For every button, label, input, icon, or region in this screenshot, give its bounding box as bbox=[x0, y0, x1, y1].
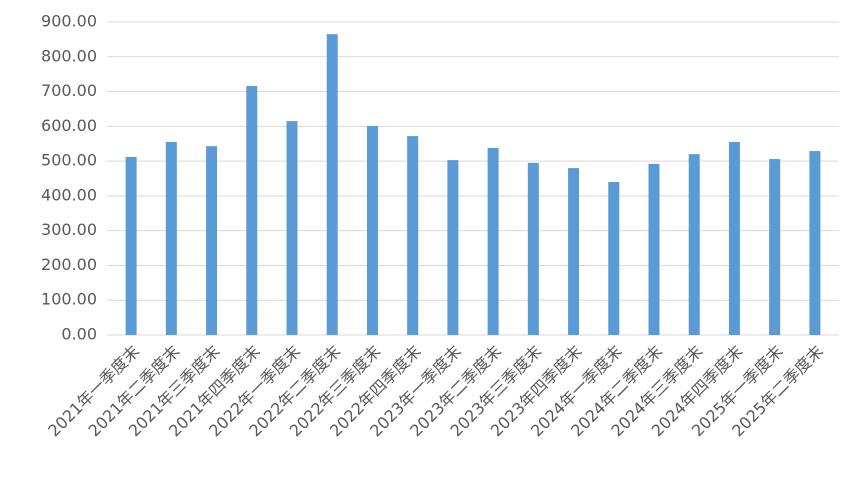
bar bbox=[326, 34, 338, 336]
bar bbox=[527, 162, 539, 335]
y-tick-label: 400.00 bbox=[41, 185, 97, 204]
bar bbox=[286, 121, 298, 335]
bar bbox=[206, 146, 218, 335]
bar bbox=[608, 181, 620, 335]
y-tick-label: 600.00 bbox=[41, 116, 97, 135]
bar bbox=[165, 141, 177, 335]
bar bbox=[487, 147, 499, 335]
bar bbox=[568, 168, 580, 335]
bar bbox=[447, 160, 459, 335]
bar bbox=[648, 163, 660, 335]
y-tick-label: 700.00 bbox=[41, 81, 97, 100]
y-tick-label: 800.00 bbox=[41, 46, 97, 65]
y-tick-label: 300.00 bbox=[41, 220, 97, 239]
bar bbox=[728, 141, 740, 335]
bar bbox=[688, 154, 700, 335]
y-tick-label: 200.00 bbox=[41, 255, 97, 274]
bar bbox=[246, 85, 258, 335]
bar bbox=[809, 151, 821, 335]
bar bbox=[366, 125, 378, 335]
y-tick-label: 100.00 bbox=[41, 290, 97, 309]
y-tick-label: 900.00 bbox=[41, 12, 97, 31]
bar bbox=[407, 136, 419, 335]
bar bbox=[125, 156, 137, 335]
bar bbox=[769, 159, 781, 335]
y-tick-label: 0.00 bbox=[61, 325, 97, 344]
y-tick-label: 500.00 bbox=[41, 151, 97, 170]
